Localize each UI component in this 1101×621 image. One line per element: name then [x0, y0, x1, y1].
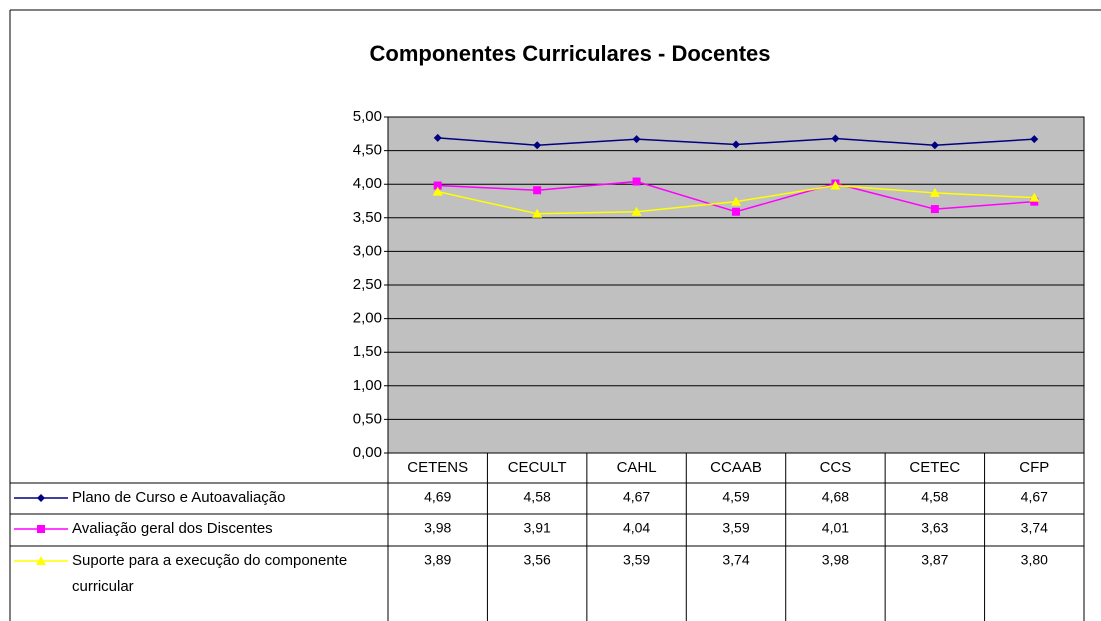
x-tick-label: CCS	[820, 459, 852, 476]
table-value: 4,67	[1021, 489, 1048, 505]
legend-label: Suporte para a execução do componente cu…	[72, 552, 348, 595]
x-tick-label: CETEC	[909, 459, 960, 476]
marker	[930, 205, 939, 214]
table-value: 3,74	[1021, 520, 1048, 536]
y-tick-label: 1,50	[353, 343, 382, 360]
legend-label: Avaliação geral dos Discentes	[72, 520, 273, 537]
marker	[532, 208, 543, 218]
table-value: 4,01	[822, 520, 849, 536]
marker	[732, 140, 740, 149]
y-tick-label: 4,00	[353, 175, 382, 192]
y-tick-label: 1,00	[353, 377, 382, 394]
marker	[930, 141, 939, 150]
x-tick-label: CETENS	[407, 459, 468, 476]
marker	[433, 133, 442, 142]
marker	[533, 141, 542, 150]
x-tick-label: CFP	[1019, 459, 1049, 476]
table-value: 3,56	[524, 552, 551, 568]
y-tick-label: 0,00	[353, 444, 382, 461]
table-value: 3,87	[921, 552, 948, 568]
x-tick-label: CCAAB	[710, 459, 762, 476]
y-tick-label: 3,50	[353, 209, 382, 226]
marker	[830, 180, 841, 190]
marker	[37, 525, 45, 533]
y-tick-label: 2,00	[353, 310, 382, 327]
table-value: 4,58	[921, 489, 948, 505]
table-value: 3,59	[722, 520, 749, 536]
table-value: 3,74	[722, 552, 749, 568]
y-tick-label: 5,00	[353, 108, 382, 125]
table-value: 3,91	[524, 520, 551, 536]
chart-title: Componentes Curriculares - Docentes	[370, 41, 771, 66]
table-value: 3,80	[1021, 552, 1048, 568]
y-tick-label: 0,50	[353, 410, 382, 427]
table-value: 3,98	[424, 520, 451, 536]
x-tick-label: CAHL	[617, 459, 657, 476]
marker	[631, 206, 642, 216]
y-tick-label: 2,50	[353, 276, 382, 293]
y-tick-label: 3,00	[353, 242, 382, 259]
marker	[1029, 192, 1040, 202]
marker	[1030, 197, 1039, 206]
marker	[731, 196, 741, 206]
table-value: 4,59	[722, 489, 749, 505]
table-value: 4,67	[623, 489, 650, 505]
marker	[831, 134, 840, 143]
table-value: 4,68	[822, 489, 849, 505]
marker	[1030, 135, 1039, 144]
marker	[37, 494, 45, 502]
y-tick-label: 4,50	[353, 142, 382, 159]
table-value: 3,63	[921, 520, 948, 536]
table-value: 3,89	[424, 552, 451, 568]
marker	[632, 177, 641, 186]
table-value: 4,04	[623, 520, 650, 536]
table-value: 3,98	[822, 552, 849, 568]
table-value: 3,59	[623, 552, 650, 568]
marker	[432, 186, 443, 196]
marker	[533, 186, 542, 195]
table-value: 4,58	[524, 489, 551, 505]
marker	[433, 181, 442, 190]
marker	[732, 207, 740, 216]
table-value: 4,69	[424, 489, 451, 505]
legend-label: Plano de Curso e Autoavaliação	[72, 489, 286, 506]
marker	[929, 187, 940, 197]
marker	[36, 556, 46, 565]
x-tick-label: CECULT	[508, 459, 567, 476]
marker	[632, 135, 641, 144]
